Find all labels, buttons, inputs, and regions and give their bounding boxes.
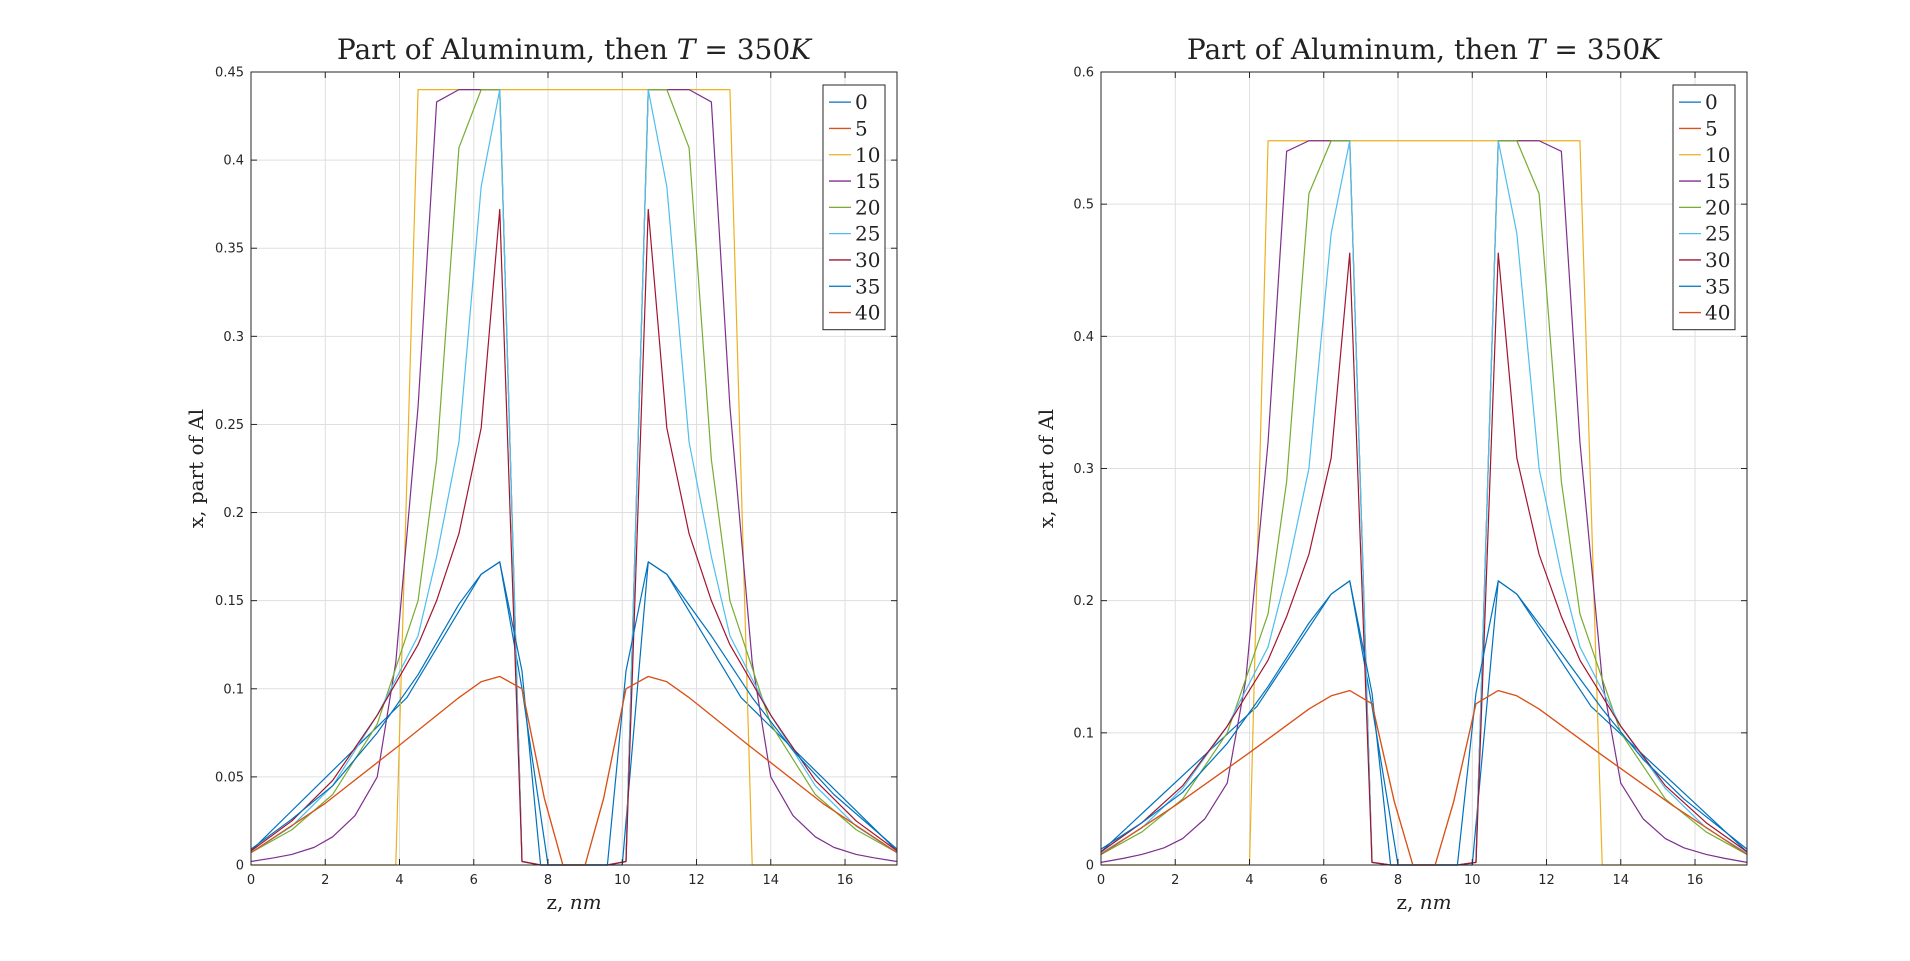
tick-marks — [1100, 71, 1747, 866]
x-axis-label: z, nm — [1396, 890, 1451, 914]
legend-label-5: 5 — [1705, 116, 1718, 140]
y-tick-label: 0.1 — [223, 682, 244, 697]
y-tick-label: 0.25 — [215, 418, 244, 433]
y-tick-label: 0.3 — [223, 330, 244, 345]
legend-label-35: 35 — [1705, 274, 1730, 298]
y-tick-label: 0.2 — [1073, 594, 1094, 609]
x-tick-label: 4 — [395, 873, 403, 888]
chart-panel-2: 0 2 4 6 8 10 12 14 16 0 0.1 0.2 0.3 0.4 0.5 0.6 Part of … — [1034, 33, 1748, 914]
x-tick-label: 16 — [837, 873, 854, 888]
y-tick-label: 0.6 — [1073, 66, 1094, 81]
y-tick-label: 0.15 — [215, 594, 244, 609]
x-tick-label: 2 — [321, 873, 329, 888]
legend-label-20: 20 — [855, 195, 880, 219]
y-tick-label: 0.1 — [1073, 726, 1094, 741]
x-tick-label: 2 — [1171, 873, 1179, 888]
legend-label-30: 30 — [855, 248, 880, 272]
plot-area — [251, 72, 897, 865]
y-tick-label: 0.4 — [223, 154, 244, 169]
chart-panel-1: 0 2 4 6 8 10 12 14 16 0 0.05 0.1 0.15 0.2 0.25 0.3 0.35 0… — [184, 33, 898, 914]
y-tick-label: 0.2 — [223, 506, 244, 521]
y-axis-label: x, part of Al — [184, 409, 208, 528]
y-tick-label: 0 — [236, 859, 244, 874]
chart-title: Part of Aluminum, then T = 350K — [337, 33, 813, 66]
legend-label-10: 10 — [855, 143, 880, 167]
y-tick-label: 0.3 — [1073, 462, 1094, 477]
y-tick-label: 0.5 — [1073, 198, 1094, 213]
legend-label-25: 25 — [1705, 222, 1730, 246]
chart-title: Part of Aluminum, then T = 350K — [1187, 33, 1663, 66]
x-tick-label: 10 — [1464, 873, 1481, 888]
legend-label-10: 10 — [1705, 143, 1730, 167]
x-tick-label: 0 — [1097, 873, 1105, 888]
y-tick-label: 0.4 — [1073, 330, 1094, 345]
legend-label-25: 25 — [855, 222, 880, 246]
x-tick-label: 0 — [247, 873, 255, 888]
legend-label-35: 35 — [855, 274, 880, 298]
legend-label-15: 15 — [855, 169, 880, 193]
x-tick-label: 8 — [544, 873, 552, 888]
legend-label-0: 0 — [855, 90, 868, 114]
y-axis-label: x, part of Al — [1034, 409, 1058, 528]
x-axis-label: z, nm — [546, 890, 601, 914]
legend-label-15: 15 — [1705, 169, 1730, 193]
x-tick-label: 4 — [1245, 873, 1253, 888]
x-tick-label: 14 — [762, 873, 779, 888]
tick-marks — [250, 71, 897, 866]
axes-box — [250, 71, 898, 866]
legend-label-5: 5 — [855, 116, 868, 140]
y-tick-label: 0.45 — [215, 66, 244, 81]
x-tick-label: 10 — [614, 873, 631, 888]
x-tick-label: 6 — [470, 873, 478, 888]
y-tick-label: 0.05 — [215, 770, 244, 785]
x-tick-label: 12 — [1538, 873, 1555, 888]
legend-label-20: 20 — [1705, 195, 1730, 219]
x-tick-label: 16 — [1687, 873, 1704, 888]
x-tick-label: 12 — [688, 873, 705, 888]
y-tick-label: 0 — [1086, 859, 1094, 874]
y-tick-label: 0.35 — [215, 242, 244, 257]
legend-label-0: 0 — [1705, 90, 1718, 114]
x-tick-label: 8 — [1394, 873, 1402, 888]
legend-label-30: 30 — [1705, 248, 1730, 272]
x-tick-label: 14 — [1612, 873, 1629, 888]
legend-label-40: 40 — [1705, 301, 1730, 325]
x-tick-label: 6 — [1320, 873, 1328, 888]
legend-label-40: 40 — [855, 301, 880, 325]
